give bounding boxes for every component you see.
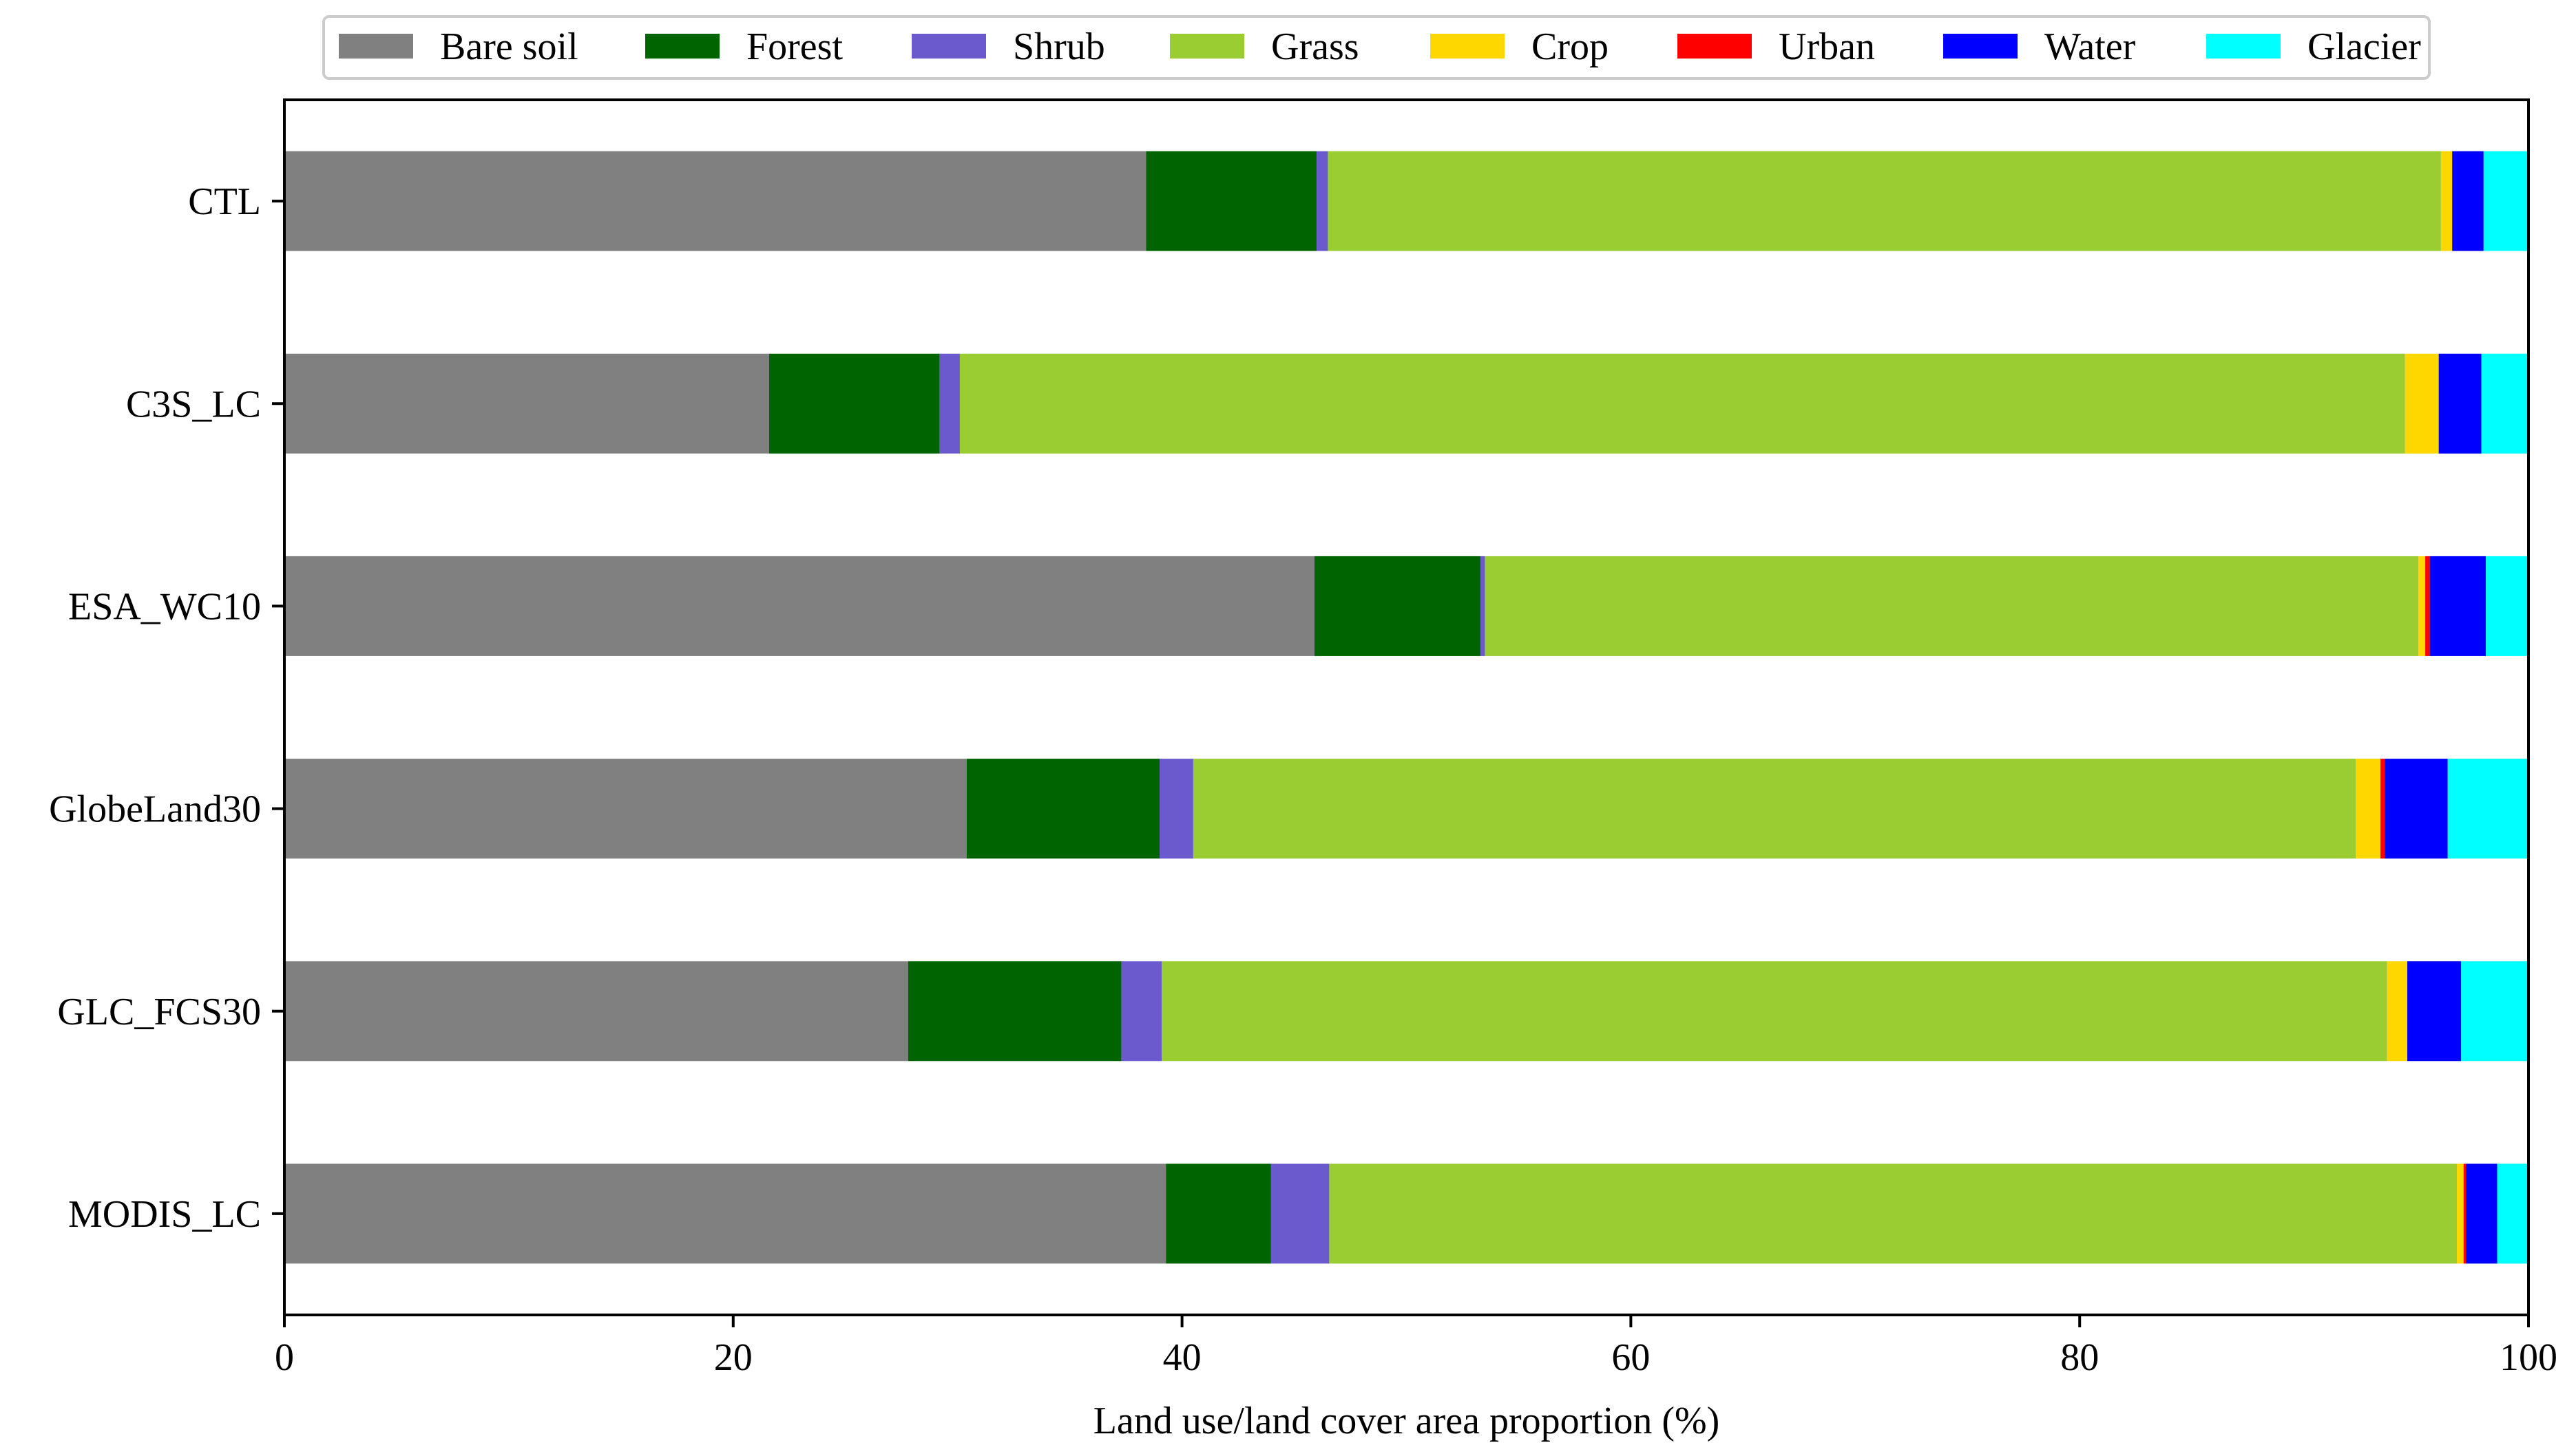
legend-label-water: Water: [2044, 25, 2136, 68]
legend-swatch-water: [1943, 34, 2018, 59]
bars-layer: [284, 151, 2528, 1264]
bar-segment-modis-lc-bare-soil: [284, 1163, 1166, 1264]
legend-label-urban: Urban: [1779, 25, 1875, 68]
bar-segment-c3s-lc-bare-soil: [284, 353, 769, 454]
bar-segment-globeland30-crop: [2356, 759, 2380, 859]
bar-segment-esa-wc10-forest: [1314, 556, 1481, 656]
x-tick-label: 80: [2060, 1336, 2099, 1379]
x-tick-label: 40: [1163, 1336, 1202, 1379]
bar-segment-globeland30-urban: [2380, 759, 2385, 859]
bar-segment-globeland30-shrub: [1160, 759, 1193, 859]
legend-box: [322, 15, 2431, 80]
bar-segment-glc-fcs30-crop: [2387, 961, 2408, 1062]
bar-segment-esa-wc10-crop: [2418, 556, 2426, 656]
bar-segment-esa-wc10-water: [2429, 556, 2486, 656]
bar-segment-ctl-glacier: [2483, 151, 2528, 251]
axes-layer: 0 20 40 60 80 100 CTL C3S_LC ESA_WC10 GlobeLand30…: [49, 180, 2557, 1379]
bar-segment-c3s-lc-forest: [768, 353, 940, 454]
legend-label-crop: Crop: [1531, 25, 1609, 68]
bar-segment-modis-lc-forest: [1166, 1163, 1271, 1264]
legend-label-bare-soil: Bare soil: [440, 25, 578, 68]
legend-swatch-bare-soil: [339, 34, 413, 59]
bar-segment-modis-lc-grass: [1329, 1163, 2458, 1264]
bar-segment-modis-lc-crop: [2457, 1163, 2464, 1264]
bar-segment-globeland30-bare-soil: [284, 759, 967, 859]
bar-segment-glc-fcs30-water: [2407, 961, 2462, 1062]
bar-segment-modis-lc-glacier: [2497, 1163, 2528, 1264]
x-tick-label: 0: [275, 1336, 294, 1379]
y-tick-label-ctl: CTL: [188, 180, 261, 223]
x-tick-label: 20: [714, 1336, 753, 1379]
bar-segment-c3s-lc-crop: [2405, 353, 2439, 454]
legend-swatch-glacier: [2206, 34, 2281, 59]
bar-segment-ctl-crop: [2440, 151, 2453, 251]
y-tick-label-glc-fcs30: GLC_FCS30: [57, 991, 261, 1033]
bar-segment-ctl-shrub: [1317, 151, 1328, 251]
bar-segment-globeland30-glacier: [2447, 759, 2528, 859]
bar-segment-esa-wc10-grass: [1485, 556, 2419, 656]
bar-segment-glc-fcs30-forest: [908, 961, 1122, 1062]
bar-segment-glc-fcs30-glacier: [2461, 961, 2528, 1062]
bar-segment-c3s-lc-water: [2438, 353, 2482, 454]
bar-segment-glc-fcs30-bare-soil: [284, 961, 908, 1062]
bar-segment-esa-wc10-urban: [2425, 556, 2430, 656]
legend: Bare soil Forest Shrub Grass Crop Urban Water G…: [322, 15, 2431, 80]
legend-label-glacier: Glacier: [2307, 25, 2421, 68]
bar-segment-ctl-forest: [1146, 151, 1317, 251]
bar-segment-glc-fcs30-grass: [1162, 961, 2387, 1062]
bar-segment-esa-wc10-bare-soil: [284, 556, 1315, 656]
bar-segment-modis-lc-shrub: [1270, 1163, 1330, 1264]
bar-segment-esa-wc10-shrub: [1480, 556, 1485, 656]
bar-segment-esa-wc10-glacier: [2486, 556, 2528, 656]
bar-segment-globeland30-water: [2385, 759, 2448, 859]
y-tick-label-modis-lc: MODIS_LC: [68, 1193, 261, 1236]
bar-segment-ctl-grass: [1328, 151, 2441, 251]
bar-segment-c3s-lc-glacier: [2481, 353, 2528, 454]
legend-swatch-forest: [645, 34, 720, 59]
bar-segment-ctl-bare-soil: [284, 151, 1146, 251]
bar-segment-glc-fcs30-shrub: [1121, 961, 1162, 1062]
bar-segment-globeland30-grass: [1193, 759, 2356, 859]
y-tick-label-c3s-lc: C3S_LC: [126, 383, 261, 425]
legend-swatch-grass: [1170, 34, 1244, 59]
legend-swatch-shrub: [912, 34, 986, 59]
legend-swatch-urban: [1677, 34, 1752, 59]
x-tick-label: 100: [2500, 1336, 2557, 1379]
bar-segment-c3s-lc-grass: [959, 353, 2405, 454]
legend-label-shrub: Shrub: [1013, 25, 1105, 68]
bar-segment-globeland30-forest: [966, 759, 1160, 859]
bar-segment-modis-lc-urban: [2463, 1163, 2467, 1264]
y-tick-label-globeland30: GlobeLand30: [49, 788, 261, 831]
legend-label-grass: Grass: [1271, 25, 1359, 68]
y-tick-label-esa-wc10: ESA_WC10: [68, 585, 261, 628]
bar-segment-modis-lc-water: [2466, 1163, 2498, 1264]
legend-swatch-crop: [1430, 34, 1505, 59]
legend-label-forest: Forest: [746, 25, 843, 68]
bar-segment-ctl-water: [2452, 151, 2484, 251]
x-axis-label: Land use/land cover area proportion (%): [1093, 1400, 1720, 1442]
plot-frame: [283, 98, 2530, 1316]
x-tick-label: 60: [1611, 1336, 1650, 1379]
bar-segment-c3s-lc-shrub: [939, 353, 960, 454]
